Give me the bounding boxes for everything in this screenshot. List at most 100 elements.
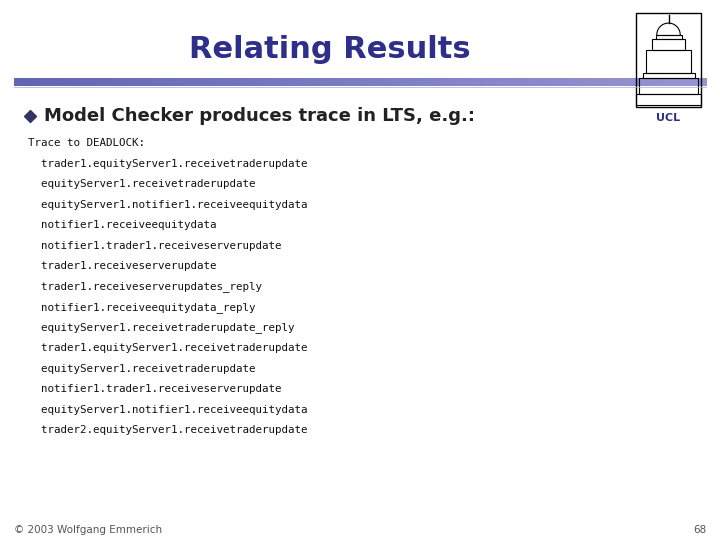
Bar — [642, 72, 695, 78]
Bar — [526, 78, 534, 86]
Bar — [616, 78, 624, 86]
Bar — [291, 78, 299, 86]
Bar — [533, 78, 541, 86]
Bar — [243, 78, 251, 86]
Text: trader1.receiveserverupdates_reply: trader1.receiveserverupdates_reply — [28, 281, 262, 292]
Text: Model Checker produces trace in LTS, e.g.:: Model Checker produces trace in LTS, e.g… — [44, 107, 475, 125]
Bar — [685, 78, 693, 86]
Bar — [408, 78, 416, 86]
Bar — [173, 78, 181, 86]
Bar — [699, 78, 707, 86]
Text: equityServer1.receivetraderupdate: equityServer1.receivetraderupdate — [28, 179, 256, 189]
Bar — [353, 78, 361, 86]
Text: Trace to DEADLOCK:: Trace to DEADLOCK: — [28, 138, 145, 148]
Bar — [471, 78, 479, 86]
Bar — [90, 78, 98, 86]
Bar — [415, 78, 423, 86]
Bar — [646, 50, 691, 72]
Text: © 2003 Wolfgang Emmerich: © 2003 Wolfgang Emmerich — [14, 525, 162, 535]
Bar — [49, 78, 57, 86]
Bar — [235, 78, 243, 86]
Bar — [374, 78, 382, 86]
Bar — [498, 78, 506, 86]
Bar — [84, 78, 91, 86]
Bar — [636, 94, 701, 105]
Bar — [575, 78, 582, 86]
Bar — [443, 78, 451, 86]
Text: trader2.equityServer1.receivetraderupdate: trader2.equityServer1.receivetraderupdat… — [28, 426, 307, 435]
Bar — [655, 35, 682, 39]
Bar — [623, 78, 631, 86]
Bar — [450, 78, 458, 86]
Bar — [692, 78, 700, 86]
Bar — [540, 78, 548, 86]
Bar — [652, 39, 685, 50]
Bar — [505, 78, 513, 86]
Bar — [678, 78, 686, 86]
Bar — [69, 78, 77, 86]
Bar — [339, 78, 347, 86]
Text: notifier1.trader1.receiveserverupdate: notifier1.trader1.receiveserverupdate — [28, 241, 282, 251]
Bar — [512, 78, 520, 86]
Bar — [256, 78, 264, 86]
Bar — [325, 78, 333, 86]
Bar — [554, 78, 562, 86]
Bar — [215, 78, 222, 86]
Text: notifier1.trader1.receiveserverupdate: notifier1.trader1.receiveserverupdate — [28, 384, 282, 394]
Bar — [153, 78, 161, 86]
Text: notifier1.receiveequitydata_reply: notifier1.receiveequitydata_reply — [28, 302, 256, 313]
Bar — [477, 78, 485, 86]
Bar — [381, 78, 389, 86]
Bar — [485, 78, 492, 86]
Bar — [35, 78, 42, 86]
Bar — [602, 78, 610, 86]
Bar — [104, 78, 112, 86]
Bar — [318, 78, 326, 86]
Bar — [159, 78, 167, 86]
Bar — [28, 78, 36, 86]
Bar — [298, 78, 305, 86]
Text: equityServer1.receivetraderupdate_reply: equityServer1.receivetraderupdate_reply — [28, 322, 294, 333]
Bar — [21, 78, 29, 86]
Bar — [132, 78, 140, 86]
Bar — [55, 78, 63, 86]
Bar — [636, 78, 644, 86]
Bar — [671, 78, 679, 86]
Bar — [636, 13, 701, 107]
Bar — [118, 78, 126, 86]
Bar — [222, 78, 230, 86]
Bar — [665, 78, 672, 86]
Bar — [187, 78, 195, 86]
Text: trader1.receiveserverupdate: trader1.receiveserverupdate — [28, 261, 217, 271]
Bar — [312, 78, 320, 86]
Bar — [588, 78, 596, 86]
Bar — [208, 78, 216, 86]
Bar — [270, 78, 278, 86]
Bar — [284, 78, 292, 86]
Text: equityServer1.notifier1.receiveequitydata: equityServer1.notifier1.receiveequitydat… — [28, 200, 307, 210]
Text: trader1.equityServer1.receivetraderupdate: trader1.equityServer1.receivetraderupdat… — [28, 343, 307, 353]
Bar — [595, 78, 603, 86]
Text: UCL: UCL — [656, 113, 680, 123]
Bar — [402, 78, 410, 86]
Text: equityServer1.notifier1.receiveequitydata: equityServer1.notifier1.receiveequitydat… — [28, 405, 307, 415]
Bar — [360, 78, 368, 86]
Bar — [111, 78, 119, 86]
Bar — [63, 78, 71, 86]
Bar — [277, 78, 285, 86]
Text: 68: 68 — [693, 525, 706, 535]
Bar — [42, 78, 50, 86]
Bar — [519, 78, 527, 86]
Bar — [263, 78, 271, 86]
Bar — [333, 78, 341, 86]
Bar — [609, 78, 617, 86]
Bar — [346, 78, 354, 86]
Bar — [305, 78, 312, 86]
Text: notifier1.receiveequitydata: notifier1.receiveequitydata — [28, 220, 217, 230]
Bar — [651, 78, 659, 86]
Bar — [97, 78, 105, 86]
Bar — [138, 78, 146, 86]
Bar — [145, 78, 153, 86]
Bar — [464, 78, 472, 86]
Text: Relating Results: Relating Results — [189, 36, 471, 64]
